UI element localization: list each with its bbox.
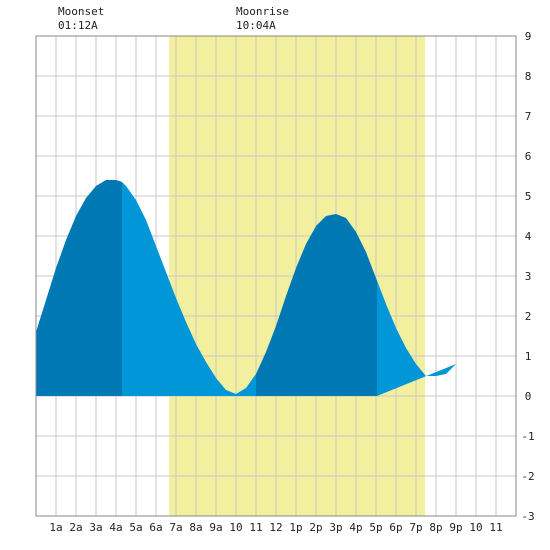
x-tick-label: 5p: [369, 521, 382, 534]
x-tick-label: 1p: [289, 521, 302, 534]
plot-frame: [35, 35, 517, 517]
x-tick-label: 8a: [189, 521, 202, 534]
x-tick-label: 3p: [329, 521, 342, 534]
y-tick-label: -1: [521, 430, 534, 443]
x-tick-label: 2a: [69, 521, 82, 534]
y-tick-label: 2: [525, 310, 532, 323]
moon-event-time: 10:04A: [236, 19, 276, 32]
x-tick-label: 6p: [389, 521, 402, 534]
y-tick-label: 0: [525, 390, 532, 403]
y-tick-label: 6: [525, 150, 532, 163]
x-tick-label: 7p: [409, 521, 422, 534]
y-tick-label: 7: [525, 110, 532, 123]
x-tick-label: 11: [489, 521, 502, 534]
x-tick-label: 7a: [169, 521, 182, 534]
tide-segment-rising: [36, 180, 122, 396]
x-tick-label: 8p: [429, 521, 442, 534]
x-tick-label: 4a: [109, 521, 122, 534]
x-tick-label: 9p: [449, 521, 462, 534]
x-tick-label: 11: [249, 521, 262, 534]
x-tick-label: 2p: [309, 521, 322, 534]
x-tick-label: 12: [269, 521, 282, 534]
moon-event-time: 01:12A: [58, 19, 98, 32]
x-tick-label: 10: [229, 521, 242, 534]
x-tick-label: 5a: [129, 521, 142, 534]
moon-event-name: Moonrise: [236, 5, 289, 18]
moon-event-name: Moonset: [58, 5, 104, 18]
x-tick-label: 1a: [49, 521, 62, 534]
y-tick-label: 5: [525, 190, 532, 203]
y-tick-label: -3: [521, 510, 534, 523]
x-tick-label: 9a: [209, 521, 222, 534]
x-tick-label: 3a: [89, 521, 102, 534]
y-tick-label: 4: [525, 230, 532, 243]
y-tick-label: 3: [525, 270, 532, 283]
y-tick-label: 1: [525, 350, 532, 363]
y-tick-label: 9: [525, 30, 532, 43]
tide-area: [36, 180, 456, 396]
y-tick-label: 8: [525, 70, 532, 83]
tide-segment-falling: [122, 182, 256, 396]
x-tick-label: 6a: [149, 521, 162, 534]
tide-segment-falling: [377, 280, 456, 396]
y-tick-label: -2: [521, 470, 534, 483]
x-tick-label: 4p: [349, 521, 362, 534]
tide-segment-rising: [256, 214, 377, 396]
x-tick-label: 10: [469, 521, 482, 534]
